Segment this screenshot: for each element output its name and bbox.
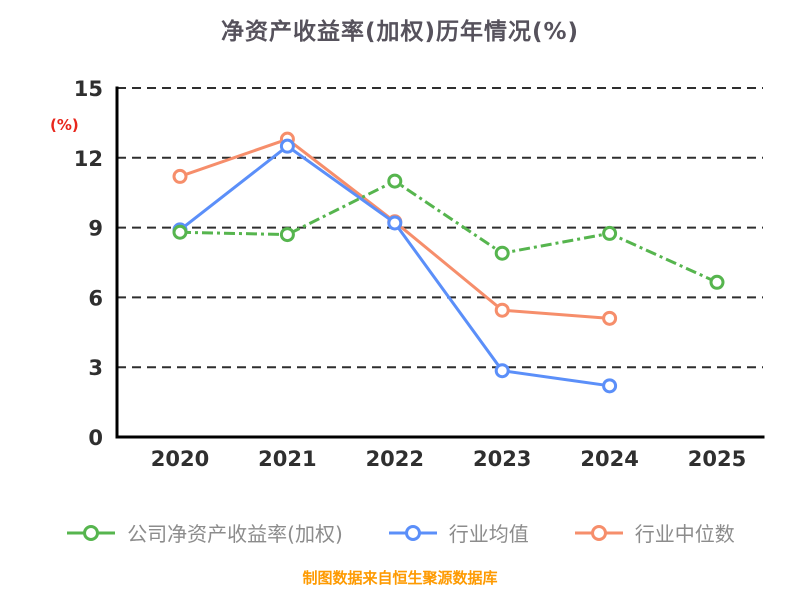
- data-point-marker: [279, 227, 295, 243]
- y-tick-label: 3: [88, 356, 103, 380]
- data-point-marker: [279, 138, 295, 154]
- legend-item: 行业均值: [387, 518, 529, 547]
- y-tick-label: 6: [88, 286, 103, 310]
- data-point-marker: [494, 302, 510, 318]
- data-point-marker: [387, 215, 403, 231]
- chart-title: 净资产收益率(加权)历年情况(%): [220, 19, 580, 45]
- data-point-marker: [709, 274, 725, 290]
- data-point-marker: [494, 245, 510, 261]
- series-line: [179, 179, 718, 284]
- legend-label: 行业中位数: [634, 522, 735, 546]
- x-tick-label: 2025: [688, 447, 746, 471]
- x-tick-label: 2022: [366, 447, 424, 471]
- x-tick-label: 2024: [580, 447, 638, 471]
- x-tick-label: 2020: [151, 447, 209, 471]
- legend-label: 公司净资产收益率(加权): [127, 522, 343, 546]
- data-point-marker: [387, 173, 403, 189]
- y-tick-label: 0: [88, 426, 103, 450]
- x-tick-label: 2023: [473, 447, 531, 471]
- legend-marker-icon: [67, 524, 116, 541]
- legend-marker-icon: [388, 524, 437, 541]
- data-point-marker: [602, 225, 618, 241]
- plot-area: 0 3 6 9 12 15 2020 2021 2022 2023 2024 2025: [74, 77, 765, 471]
- y-tick-label: 15: [74, 77, 103, 101]
- legend: 公司净资产收益率(加权) 行业均值 行业中位数: [0, 518, 800, 547]
- data-point-marker: [602, 310, 618, 326]
- data-point-marker: [172, 168, 188, 184]
- legend-label: 行业均值: [448, 522, 529, 546]
- legend-item: 行业中位数: [573, 518, 735, 547]
- x-tick-label: 2021: [258, 447, 316, 471]
- y-axis-unit-label: (%): [50, 116, 79, 134]
- data-point-marker: [494, 363, 510, 379]
- data-point-marker: [172, 224, 188, 240]
- data-point-marker: [602, 378, 618, 394]
- y-tick-label: 9: [88, 217, 103, 241]
- legend-marker-icon: [574, 524, 623, 541]
- y-tick-label: 12: [74, 147, 103, 171]
- data-source-note: 制图数据来自恒生聚源数据库: [302, 569, 498, 587]
- legend-item: 公司净资产收益率(加权): [65, 518, 343, 547]
